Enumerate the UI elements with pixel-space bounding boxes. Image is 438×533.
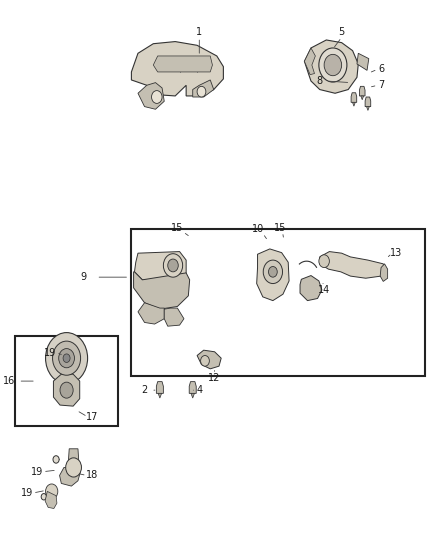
Polygon shape — [257, 249, 289, 301]
Polygon shape — [189, 382, 196, 393]
Circle shape — [46, 333, 88, 384]
Text: 19: 19 — [21, 488, 33, 498]
Polygon shape — [60, 467, 80, 486]
Circle shape — [276, 282, 283, 290]
Circle shape — [152, 91, 162, 103]
Polygon shape — [193, 80, 214, 97]
Text: 18: 18 — [86, 471, 98, 480]
Circle shape — [201, 356, 209, 366]
Polygon shape — [367, 107, 369, 110]
Polygon shape — [156, 382, 163, 393]
Polygon shape — [380, 264, 388, 281]
Text: 1: 1 — [196, 27, 202, 37]
Circle shape — [50, 342, 57, 349]
Text: 8: 8 — [317, 76, 323, 86]
Polygon shape — [197, 350, 221, 369]
Polygon shape — [153, 56, 212, 72]
Polygon shape — [353, 102, 355, 106]
Text: 15: 15 — [171, 223, 184, 233]
Circle shape — [268, 266, 277, 277]
Circle shape — [319, 48, 347, 82]
Circle shape — [324, 54, 342, 76]
Circle shape — [60, 382, 73, 398]
Polygon shape — [68, 449, 79, 462]
Circle shape — [66, 458, 81, 477]
Polygon shape — [138, 303, 164, 324]
Text: 6: 6 — [378, 64, 384, 74]
Polygon shape — [158, 393, 162, 398]
Text: 4: 4 — [196, 385, 202, 395]
Text: 15: 15 — [274, 223, 286, 233]
Text: 5: 5 — [339, 27, 345, 37]
Polygon shape — [131, 42, 223, 96]
Circle shape — [168, 259, 178, 272]
Circle shape — [53, 341, 81, 375]
Text: 2: 2 — [141, 385, 148, 395]
Circle shape — [53, 456, 59, 463]
Text: 10: 10 — [252, 224, 265, 234]
Bar — [15, 336, 118, 426]
Polygon shape — [320, 252, 385, 278]
Polygon shape — [45, 491, 57, 508]
Polygon shape — [360, 86, 365, 96]
Circle shape — [41, 494, 46, 500]
Polygon shape — [357, 53, 369, 70]
Polygon shape — [134, 252, 186, 280]
Text: 16: 16 — [3, 376, 15, 386]
Text: 12: 12 — [208, 374, 221, 383]
Circle shape — [46, 484, 58, 499]
Circle shape — [163, 254, 183, 277]
Polygon shape — [351, 93, 357, 102]
Polygon shape — [53, 374, 80, 406]
Polygon shape — [134, 272, 190, 309]
Polygon shape — [361, 96, 364, 100]
Polygon shape — [300, 276, 322, 301]
Polygon shape — [304, 48, 315, 75]
Circle shape — [319, 255, 329, 268]
Text: 19: 19 — [31, 467, 43, 477]
Polygon shape — [365, 97, 371, 107]
Circle shape — [59, 349, 74, 368]
Text: 14: 14 — [318, 286, 330, 295]
Bar — [131, 229, 425, 376]
Text: 17: 17 — [86, 412, 98, 422]
Text: 13: 13 — [390, 248, 403, 258]
Text: 7: 7 — [378, 80, 384, 90]
Polygon shape — [191, 393, 194, 398]
Text: 19: 19 — [44, 348, 57, 358]
Circle shape — [197, 86, 206, 97]
Polygon shape — [304, 40, 358, 93]
Polygon shape — [164, 308, 184, 326]
Polygon shape — [138, 83, 164, 109]
Text: 9: 9 — [80, 272, 86, 282]
Circle shape — [63, 354, 70, 362]
Circle shape — [263, 260, 283, 284]
